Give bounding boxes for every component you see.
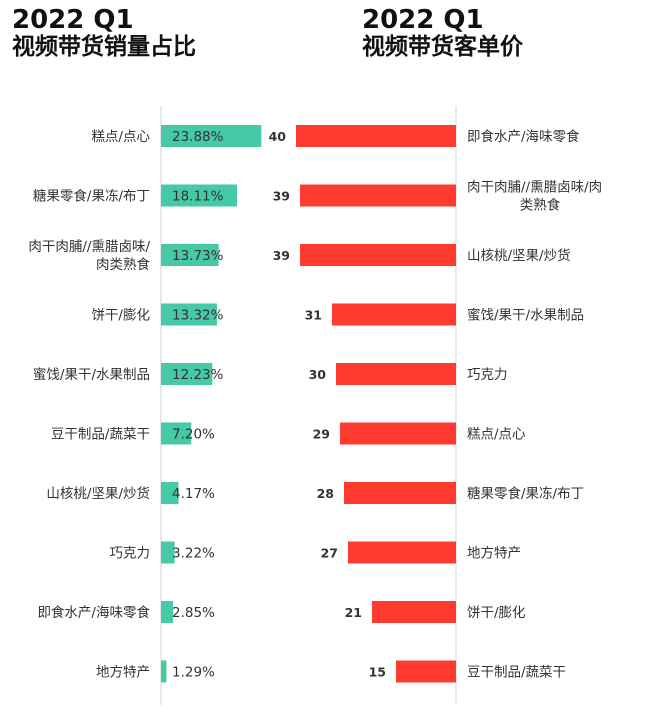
right-bar: [300, 184, 456, 207]
left-category-label: 糖果零食/果冻/布丁: [33, 188, 150, 205]
right-value-label: 28: [317, 486, 334, 501]
left-bar: [161, 660, 167, 683]
right-bar: [340, 422, 456, 445]
right-category-label: 巧克力: [467, 367, 508, 383]
right-bar: [348, 541, 456, 564]
left-chart-title: 2022 Q1 视频带货销量占比: [12, 5, 196, 61]
right-bar: [336, 363, 456, 385]
left-title-name: 视频带货销量占比: [12, 34, 196, 61]
right-chart-title: 2022 Q1 视频带货客单价: [362, 5, 523, 61]
left-value-label: 13.32%: [172, 308, 224, 324]
right-bar: [344, 482, 456, 504]
left-category-label: 即食水产/海味零食: [37, 604, 150, 621]
left-bar: [161, 541, 175, 564]
left-bar: [161, 422, 192, 445]
right-bar: [372, 601, 456, 623]
left-value-label: 3.22%: [172, 546, 215, 562]
right-value-label: 15: [369, 665, 386, 680]
left-value-label: 13.73%: [172, 248, 224, 264]
left-bar: [161, 482, 179, 504]
left-value-label: 23.88%: [172, 129, 224, 145]
right-value-label: 21: [345, 605, 362, 620]
left-category-label: 肉类熟食: [96, 256, 150, 273]
right-category-label: 糕点/点心: [467, 427, 526, 443]
right-category-label: 饼干/膨化: [467, 605, 526, 621]
left-bar: [161, 601, 173, 623]
right-value-label: 30: [309, 367, 327, 382]
left-bar: [161, 303, 217, 326]
right-bar: [396, 660, 456, 683]
left-value-label: 7.20%: [172, 427, 215, 443]
right-category-label: 豆干制品/蔬菜干: [467, 665, 566, 681]
right-value-label: 39: [273, 248, 290, 263]
left-title-year: 2022 Q1: [12, 5, 134, 35]
left-bar: [161, 125, 262, 147]
left-category-label: 糕点/点心: [91, 129, 150, 145]
left-value-label: 4.17%: [172, 486, 215, 502]
right-value-label: 31: [305, 308, 322, 323]
left-value-label: 1.29%: [172, 665, 215, 681]
right-bar: [332, 303, 456, 326]
right-category-label: 山核桃/坚果/炒货: [467, 247, 571, 264]
right-title-name: 视频带货客单价: [362, 34, 523, 61]
left-value-label: 18.11%: [172, 189, 224, 205]
right-category-label: 即食水产/海味零食: [467, 128, 580, 145]
left-category-label: 地方特产: [96, 665, 150, 681]
right-category-label: 肉干肉脯//熏腊卤味/肉: [467, 180, 602, 196]
right-value-label: 29: [313, 427, 330, 442]
right-category-label: 地方特产: [467, 546, 521, 562]
left-category-label: 巧克力: [110, 546, 151, 562]
right-bar: [296, 125, 456, 147]
left-category-label: 豆干制品/蔬菜干: [51, 427, 150, 443]
left-value-label: 2.85%: [172, 605, 215, 621]
right-category-label: 类熟食: [520, 197, 561, 214]
right-category-label: 糖果零食/果冻/布丁: [467, 485, 584, 502]
left-value-label: 12.23%: [172, 367, 224, 383]
right-title-year: 2022 Q1: [362, 5, 484, 35]
right-category-label: 蜜饯/果干/水果制品: [467, 308, 584, 324]
left-category-label: 饼干/膨化: [91, 308, 150, 324]
left-category-label: 山核桃/坚果/炒货: [46, 485, 150, 502]
right-value-label: 27: [321, 546, 338, 561]
left-bar: [161, 244, 219, 266]
right-value-label: 39: [273, 189, 290, 204]
left-category-label: 肉干肉脯//熏腊卤味/: [28, 239, 150, 255]
right-value-label: 40: [269, 129, 287, 144]
left-category-label: 蜜饯/果干/水果制品: [33, 367, 150, 383]
right-bar: [300, 244, 456, 266]
left-bar: [161, 184, 238, 207]
left-bar: [161, 363, 213, 385]
